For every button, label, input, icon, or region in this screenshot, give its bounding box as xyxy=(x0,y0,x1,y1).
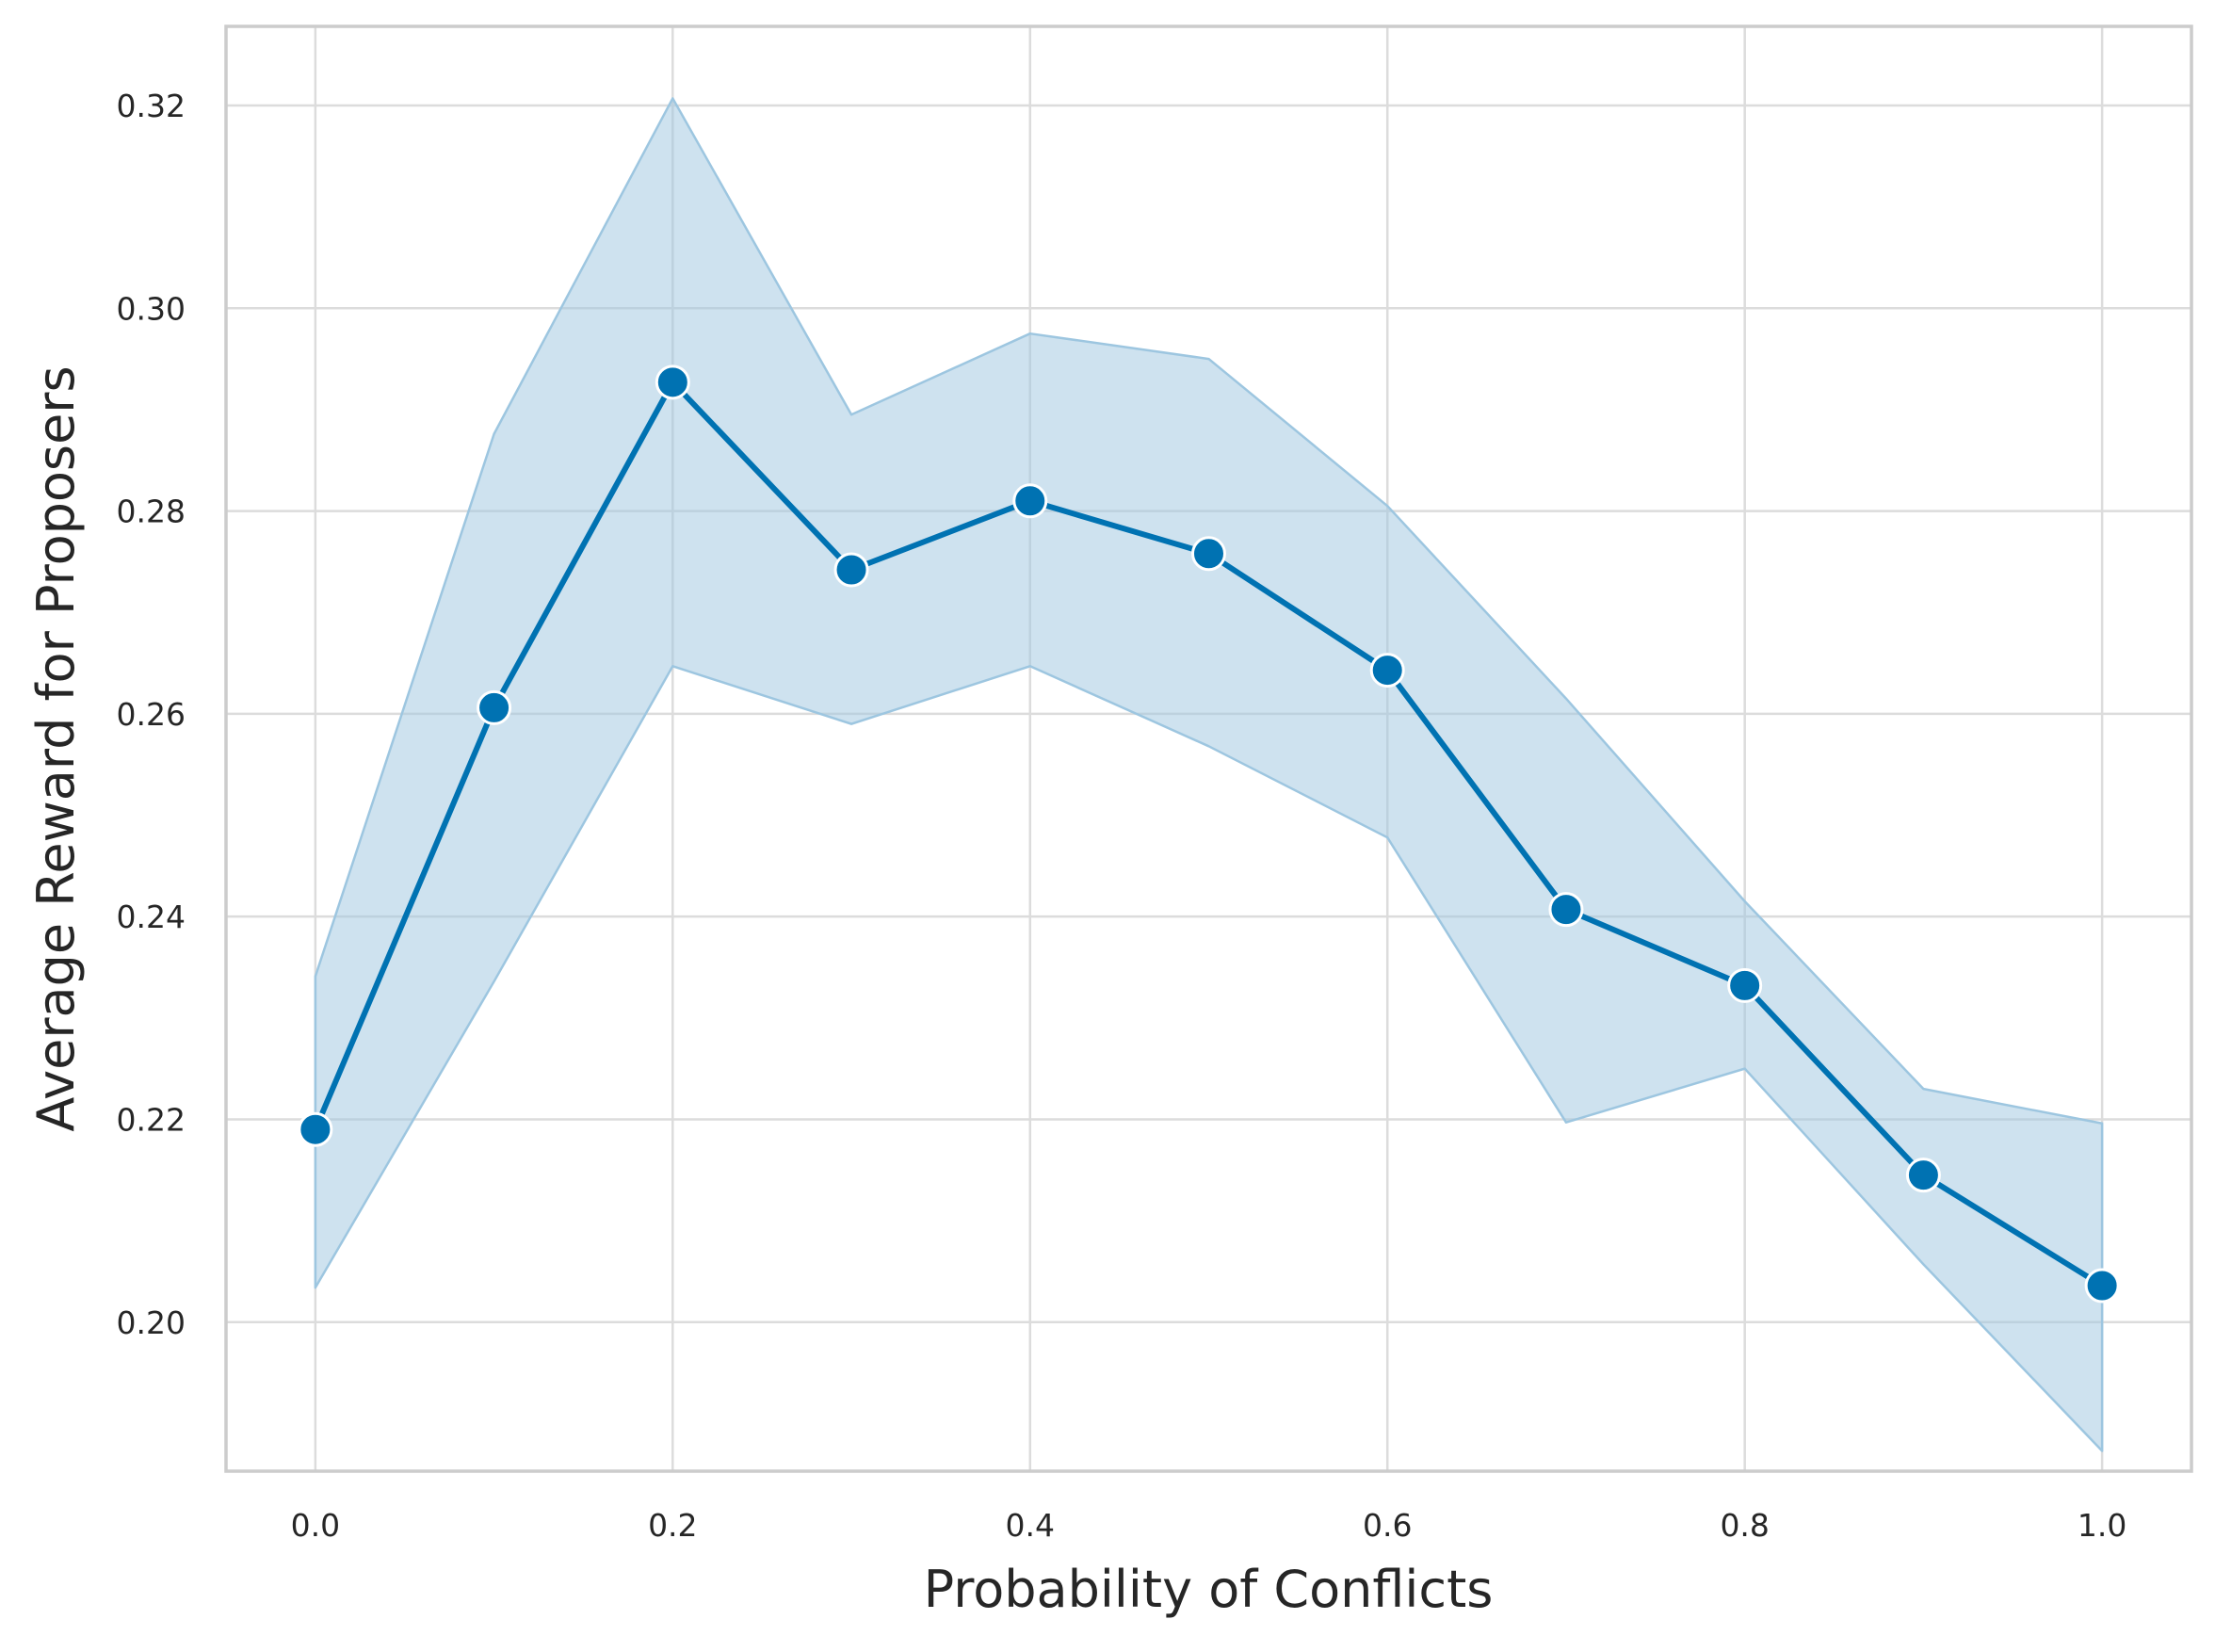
data-point xyxy=(1905,1158,1941,1193)
y-tick-label: 0.20 xyxy=(117,1304,186,1341)
y-tick-label: 0.24 xyxy=(117,899,186,935)
y-tick-label: 0.26 xyxy=(117,696,186,733)
y-tick-label: 0.32 xyxy=(117,88,186,124)
x-tick-label: 0.6 xyxy=(1363,1507,1412,1544)
data-point xyxy=(655,364,690,400)
data-point xyxy=(1369,653,1405,688)
x-tick-label: 0.4 xyxy=(1006,1507,1055,1544)
y-tick-labels: 0.20 0.22 0.24 0.26 0.28 0.30 0.32 xyxy=(117,88,186,1341)
x-tick-labels: 0.0 0.2 0.4 0.6 0.8 1.0 xyxy=(291,1507,2127,1544)
y-axis-title: Average Reward for Proposers xyxy=(26,365,86,1131)
data-point xyxy=(1548,892,1584,928)
x-axis-title: Probability of Conflicts xyxy=(924,1560,1494,1619)
plot-frame xyxy=(224,24,2193,1473)
data-point xyxy=(1191,536,1226,572)
data-point xyxy=(1012,483,1048,519)
data-point xyxy=(1727,967,1763,1003)
x-tick-label: 1.0 xyxy=(2078,1507,2126,1544)
data-point xyxy=(298,1111,333,1147)
confidence-band xyxy=(314,97,2104,1452)
x-tick-label: 0.8 xyxy=(1720,1507,1769,1544)
y-tick-label: 0.30 xyxy=(117,290,186,327)
x-tick-label: 0.2 xyxy=(648,1507,697,1544)
y-tick-label: 0.22 xyxy=(117,1101,186,1138)
x-tick-label: 0.0 xyxy=(291,1507,340,1544)
data-point xyxy=(833,552,869,588)
confidence-band-layer xyxy=(314,97,2104,1452)
data-point xyxy=(2084,1268,2120,1304)
data-point xyxy=(477,689,512,725)
y-tick-label: 0.28 xyxy=(117,494,186,530)
data-points-layer xyxy=(298,364,2120,1304)
